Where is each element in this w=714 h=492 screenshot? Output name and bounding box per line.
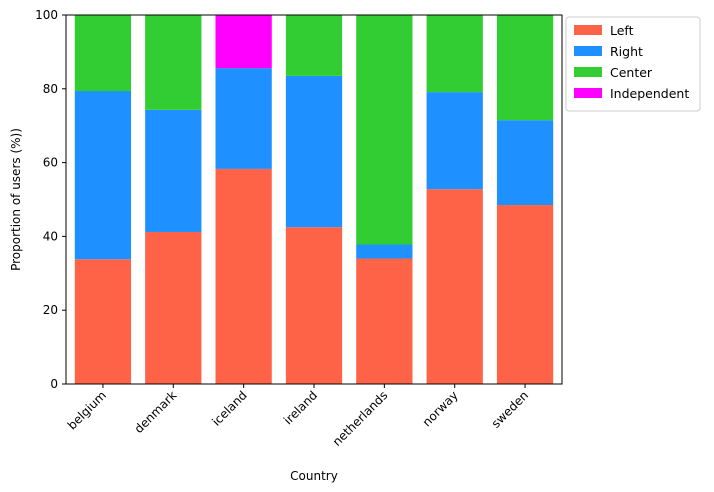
bar-center-denmark xyxy=(145,15,202,110)
legend-label-right: Right xyxy=(610,44,643,59)
bar-left-ireland xyxy=(285,227,343,384)
y-tick-label-40: 40 xyxy=(43,229,58,243)
legend-box xyxy=(565,16,701,112)
bar-left-belgium xyxy=(74,259,132,384)
bar-right-belgium xyxy=(74,91,132,260)
x-tick-label-ireland: ireland xyxy=(281,388,320,427)
bar-right-netherlands xyxy=(356,244,413,259)
y-tick-label-100: 100 xyxy=(35,8,58,22)
legend-swatch-center xyxy=(574,67,602,77)
y-tick-label-60: 60 xyxy=(43,156,58,170)
y-tick-label-20: 20 xyxy=(43,303,58,317)
legend: Left Right Center Independent xyxy=(565,16,701,112)
legend-label-left: Left xyxy=(610,23,634,38)
legend-swatch-independent xyxy=(574,88,602,98)
bar-right-ireland xyxy=(285,75,343,228)
bar-left-netherlands xyxy=(356,258,413,384)
x-tick-label-belgium: belgium xyxy=(65,388,109,432)
bar-right-denmark xyxy=(145,109,202,232)
x-axis-label: Country xyxy=(290,469,338,483)
bar-center-ireland xyxy=(285,15,343,76)
bar-left-iceland xyxy=(215,168,272,384)
x-tick-label-denmark: denmark xyxy=(132,388,180,436)
bar-center-sweden xyxy=(496,15,554,121)
y-tick-label-0: 0 xyxy=(50,377,58,391)
legend-swatch-left xyxy=(574,25,602,35)
bar-center-netherlands xyxy=(356,15,413,245)
x-tick-label-iceland: iceland xyxy=(209,388,249,428)
y-axis-label: Proportion of users (%)) xyxy=(9,128,23,271)
bar-left-norway xyxy=(426,189,483,384)
bar-right-norway xyxy=(426,92,483,190)
legend-label-independent: Independent xyxy=(610,86,689,101)
x-tick-label-sweden: sweden xyxy=(489,388,531,430)
y-tick-label-80: 80 xyxy=(43,82,58,96)
legend-swatch-right xyxy=(574,46,602,56)
bar-independent-iceland xyxy=(215,15,272,69)
bar-right-iceland xyxy=(215,68,272,169)
bar-center-norway xyxy=(426,15,483,93)
bar-left-sweden xyxy=(496,205,554,384)
legend-label-center: Center xyxy=(610,65,653,80)
bar-left-denmark xyxy=(145,231,202,384)
x-tick-label-norway: norway xyxy=(420,388,461,429)
bar-center-belgium xyxy=(74,15,132,92)
bars-layer xyxy=(74,15,554,384)
x-tick-label-netherlands: netherlands xyxy=(330,388,391,449)
bar-right-sweden xyxy=(496,120,554,206)
